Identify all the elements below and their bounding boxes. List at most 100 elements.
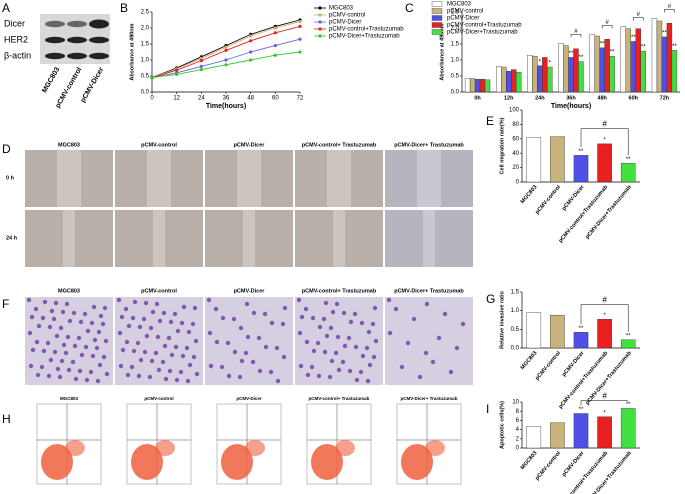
cell <box>147 374 153 380</box>
cell <box>373 338 379 344</box>
point <box>298 20 302 24</box>
legend-swatch <box>431 15 443 21</box>
band <box>45 20 65 28</box>
cell <box>460 321 466 327</box>
legend-label: MGC803 <box>329 6 354 12</box>
flow-cloud <box>401 444 433 480</box>
significance-label: ** <box>579 407 584 413</box>
cell <box>424 301 430 307</box>
panel-letter: G <box>486 292 495 306</box>
cell <box>225 340 231 346</box>
cell <box>448 369 454 375</box>
significance-label: ** <box>579 326 584 332</box>
cell <box>100 321 106 327</box>
bracket-label: # <box>668 4 672 10</box>
cell <box>187 362 193 368</box>
cell <box>454 345 460 351</box>
x-tick-label: pCMV-Dicer <box>561 184 586 212</box>
point <box>199 59 203 63</box>
flow-cloud <box>311 444 343 480</box>
cell <box>184 345 190 351</box>
band <box>89 52 109 60</box>
legend-swatch <box>431 29 443 35</box>
invasion-image <box>385 297 473 385</box>
y-tick-label: 0 <box>516 446 520 452</box>
legend-swatch <box>431 22 443 28</box>
bracket <box>570 34 582 38</box>
column-label: pCMV-control+ Trastuzumab <box>309 396 370 401</box>
x-tick-label: pCMV-control <box>534 450 562 482</box>
bar <box>597 143 612 183</box>
x-tick-label: MGC803 <box>520 184 539 205</box>
column-label: pCMV-Dicer+ Trastuzumab <box>394 142 464 148</box>
cell <box>52 349 58 355</box>
point <box>273 26 277 30</box>
cell <box>442 311 448 317</box>
x-tick-label: 60 <box>272 96 279 102</box>
bar <box>620 26 627 93</box>
cell <box>340 359 346 365</box>
band <box>89 36 109 44</box>
invasion-image <box>205 297 293 385</box>
y-tick-label: 2.5 <box>141 10 150 16</box>
cell <box>299 314 305 320</box>
legend-marker <box>318 34 322 38</box>
x-tick-label: pCMV-control <box>534 350 562 382</box>
bar <box>501 66 507 93</box>
cell <box>232 349 238 355</box>
cell <box>96 329 102 335</box>
bar <box>620 339 636 349</box>
significance-label: ** <box>569 51 574 57</box>
bar <box>609 55 615 93</box>
bar <box>578 61 584 93</box>
x-tick-label: 60h <box>629 95 639 101</box>
cell <box>346 335 352 341</box>
cell <box>61 342 67 348</box>
column-label: MGC803 <box>58 288 80 294</box>
cell <box>65 334 71 340</box>
column-label: pCMV-control <box>144 396 173 401</box>
cell <box>45 340 51 346</box>
point <box>199 56 203 61</box>
point <box>273 53 277 57</box>
lane-label: pCMV-Dicer <box>80 66 106 104</box>
cell <box>298 363 304 369</box>
bar <box>542 57 548 93</box>
wound-gap <box>417 150 441 207</box>
y-tick-label: 60 <box>512 136 519 142</box>
bar <box>558 43 564 93</box>
band <box>67 20 87 28</box>
row-label: 24 h <box>6 235 18 241</box>
legend-label: pCMV-Dicer+Trastuzumab <box>447 30 518 36</box>
cell <box>84 377 90 383</box>
y-tick-label: 2.0 <box>141 26 150 32</box>
cell <box>214 339 220 345</box>
x-tick-label: pCMV-Dicer+Trastuzumab <box>585 184 634 240</box>
cell <box>83 344 89 350</box>
cell <box>282 305 288 311</box>
bar <box>597 416 612 449</box>
y-tick-label: 2.0 <box>451 26 460 32</box>
cell <box>132 299 138 305</box>
cell <box>329 358 335 364</box>
cell <box>82 311 88 317</box>
y-axis-label: Apoptotic cells(%) <box>499 401 505 449</box>
wound-gap <box>57 150 81 207</box>
significance-label: * <box>549 61 552 67</box>
x-tick-label: 24h <box>535 95 545 101</box>
cell <box>77 368 83 374</box>
point <box>249 39 253 43</box>
cell <box>153 350 159 356</box>
cell <box>169 352 175 358</box>
bracket-label: # <box>637 12 641 18</box>
x-tick-label: 12 <box>173 96 180 102</box>
cell <box>118 363 124 369</box>
cell <box>330 309 336 315</box>
cell <box>405 340 411 346</box>
legend-swatch <box>431 1 443 7</box>
cell <box>323 300 329 306</box>
point <box>249 58 253 62</box>
x-tick-label: pCMV-Dicer+Trastuzumab <box>585 350 634 406</box>
bar <box>479 78 486 93</box>
